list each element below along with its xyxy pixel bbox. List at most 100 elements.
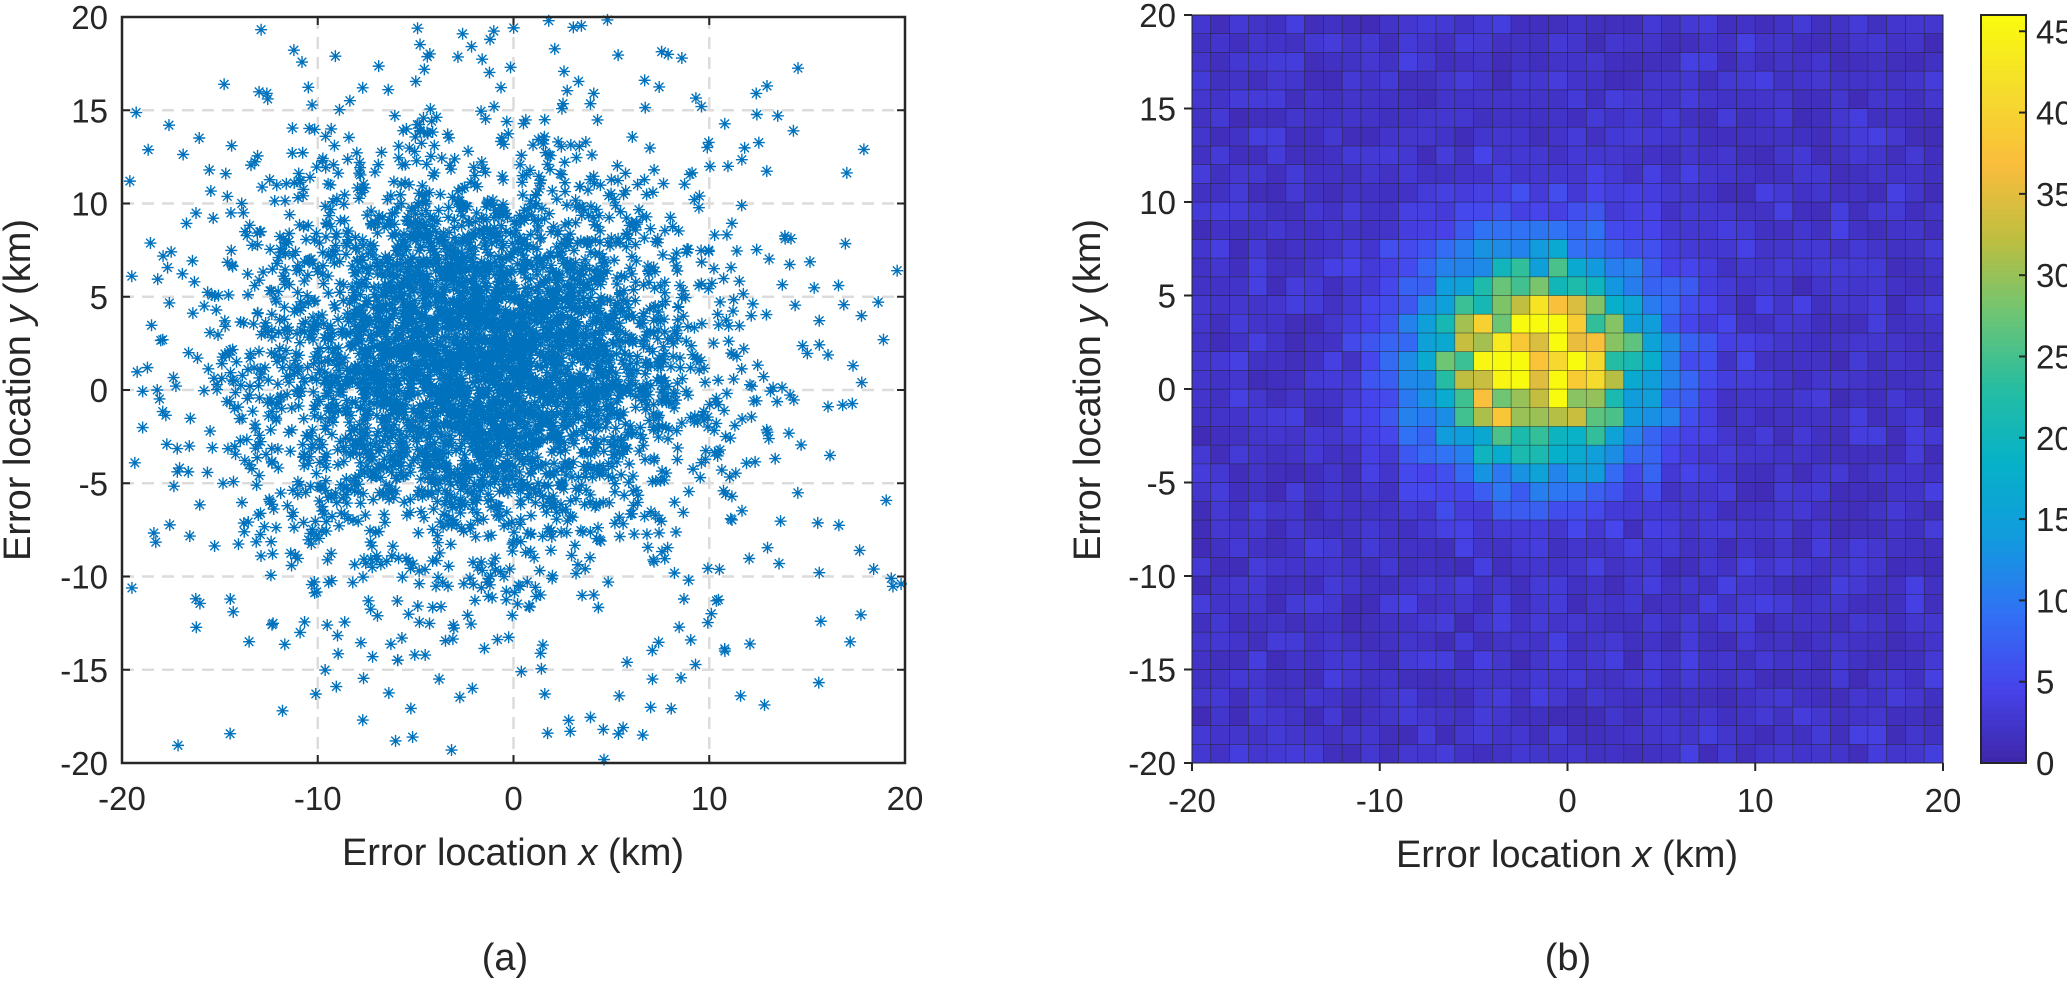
heatmap-cell	[1192, 501, 1211, 520]
scatter-point	[472, 514, 484, 526]
scatter-point	[425, 476, 437, 488]
scatter-point	[415, 473, 427, 485]
scatter-point	[621, 656, 633, 668]
heatmap-cell	[1192, 632, 1211, 651]
scatter-point	[877, 334, 889, 346]
scatter-point	[659, 225, 671, 237]
scatter-point	[534, 349, 546, 361]
scatter-point	[288, 522, 300, 534]
scatter-point	[464, 323, 476, 335]
heatmap-cell	[1455, 707, 1474, 726]
heatmap-cell	[1436, 52, 1455, 71]
scatter-point	[515, 149, 527, 161]
scatter-point	[492, 467, 504, 479]
scatter-point	[309, 515, 321, 527]
scatter-point	[872, 296, 884, 308]
heatmap-cell	[1230, 501, 1249, 520]
heatmap-cell	[1417, 632, 1436, 651]
scatter-point	[422, 128, 434, 140]
scatter-point	[695, 278, 707, 290]
scatter-point	[610, 328, 622, 340]
scatter-point	[483, 66, 495, 78]
scatter-ytick-label: -15	[60, 652, 108, 689]
scatter-point	[609, 517, 621, 529]
heatmap-cell	[1380, 258, 1399, 277]
heatmap-cell	[1399, 352, 1418, 371]
scatter-point	[608, 254, 620, 266]
heatmap-cell	[1192, 352, 1211, 371]
scatter-point	[338, 198, 350, 210]
scatter-point	[442, 128, 454, 140]
heatmap-cell	[1380, 501, 1399, 520]
scatter-point	[445, 538, 457, 550]
heatmap-cell	[1211, 408, 1230, 427]
scatter-point	[432, 537, 444, 549]
heatmap-cell	[1230, 520, 1249, 539]
scatter-point	[371, 610, 383, 622]
heatmap-cell	[1399, 744, 1418, 763]
scatter-point	[726, 514, 738, 526]
heatmap-cell	[1417, 426, 1436, 445]
heatmap-cell	[1323, 501, 1342, 520]
heatmap-cell	[1323, 277, 1342, 296]
heatmap-cell	[1286, 296, 1305, 315]
scatter-point	[387, 540, 399, 552]
scatter-point	[531, 243, 543, 255]
heatmap-cell	[1417, 277, 1436, 296]
heatmap-cell	[1399, 595, 1418, 614]
heatmap-cell	[1248, 370, 1267, 389]
scatter-point	[662, 48, 674, 60]
scatter-point	[226, 140, 238, 152]
heatmap-cell	[1436, 239, 1455, 258]
heatmap-cell	[1417, 146, 1436, 165]
scatter-point	[271, 355, 283, 367]
heatmap-cell	[1361, 52, 1380, 71]
scatter-point	[164, 519, 176, 531]
scatter-point	[776, 279, 788, 291]
scatter-point	[592, 601, 604, 613]
scatter-point	[713, 563, 725, 575]
scatter-point	[358, 672, 370, 684]
heatmap-cell	[1267, 632, 1286, 651]
scatter-point	[610, 237, 622, 249]
scatter-point	[425, 150, 437, 162]
heatmap-cell	[1417, 127, 1436, 146]
heatmap-cell	[1399, 314, 1418, 333]
heatmap-cell	[1267, 445, 1286, 464]
scatter-point	[212, 329, 224, 341]
heatmap-cell	[1323, 71, 1342, 90]
scatter-point	[323, 402, 335, 414]
heatmap-cell	[1380, 483, 1399, 502]
scatter-point	[255, 329, 267, 341]
scatter-point	[546, 406, 558, 418]
scatter-point	[714, 296, 726, 308]
scatter-point	[591, 372, 603, 384]
heatmap-cell	[1417, 744, 1436, 763]
scatter-point	[484, 33, 496, 45]
heatmap-cell	[1248, 352, 1267, 371]
scatter-point	[589, 383, 601, 395]
heatmap-cell	[1305, 464, 1324, 483]
scatter-point	[329, 50, 341, 62]
scatter-point	[578, 424, 590, 436]
scatter-point	[677, 285, 689, 297]
scatter-point	[491, 509, 503, 521]
scatter-point	[445, 467, 457, 479]
heatmap-cell	[1323, 651, 1342, 670]
scatter-point	[411, 119, 423, 131]
scatter-point	[142, 144, 154, 156]
scatter-point	[177, 149, 189, 161]
heatmap-cell	[1192, 333, 1211, 352]
heatmap-cell	[1248, 165, 1267, 184]
scatter-point	[538, 302, 550, 314]
heatmap-cell	[1361, 613, 1380, 632]
scatter-point	[659, 553, 671, 565]
heatmap-cell	[1267, 183, 1286, 202]
scatter-point	[584, 343, 596, 355]
scatter-point	[333, 520, 345, 532]
scatter-point	[748, 395, 760, 407]
scatter-point	[640, 356, 652, 368]
heatmap-cell	[1380, 314, 1399, 333]
scatter-point	[535, 232, 547, 244]
heatmap-cell	[1267, 15, 1286, 34]
